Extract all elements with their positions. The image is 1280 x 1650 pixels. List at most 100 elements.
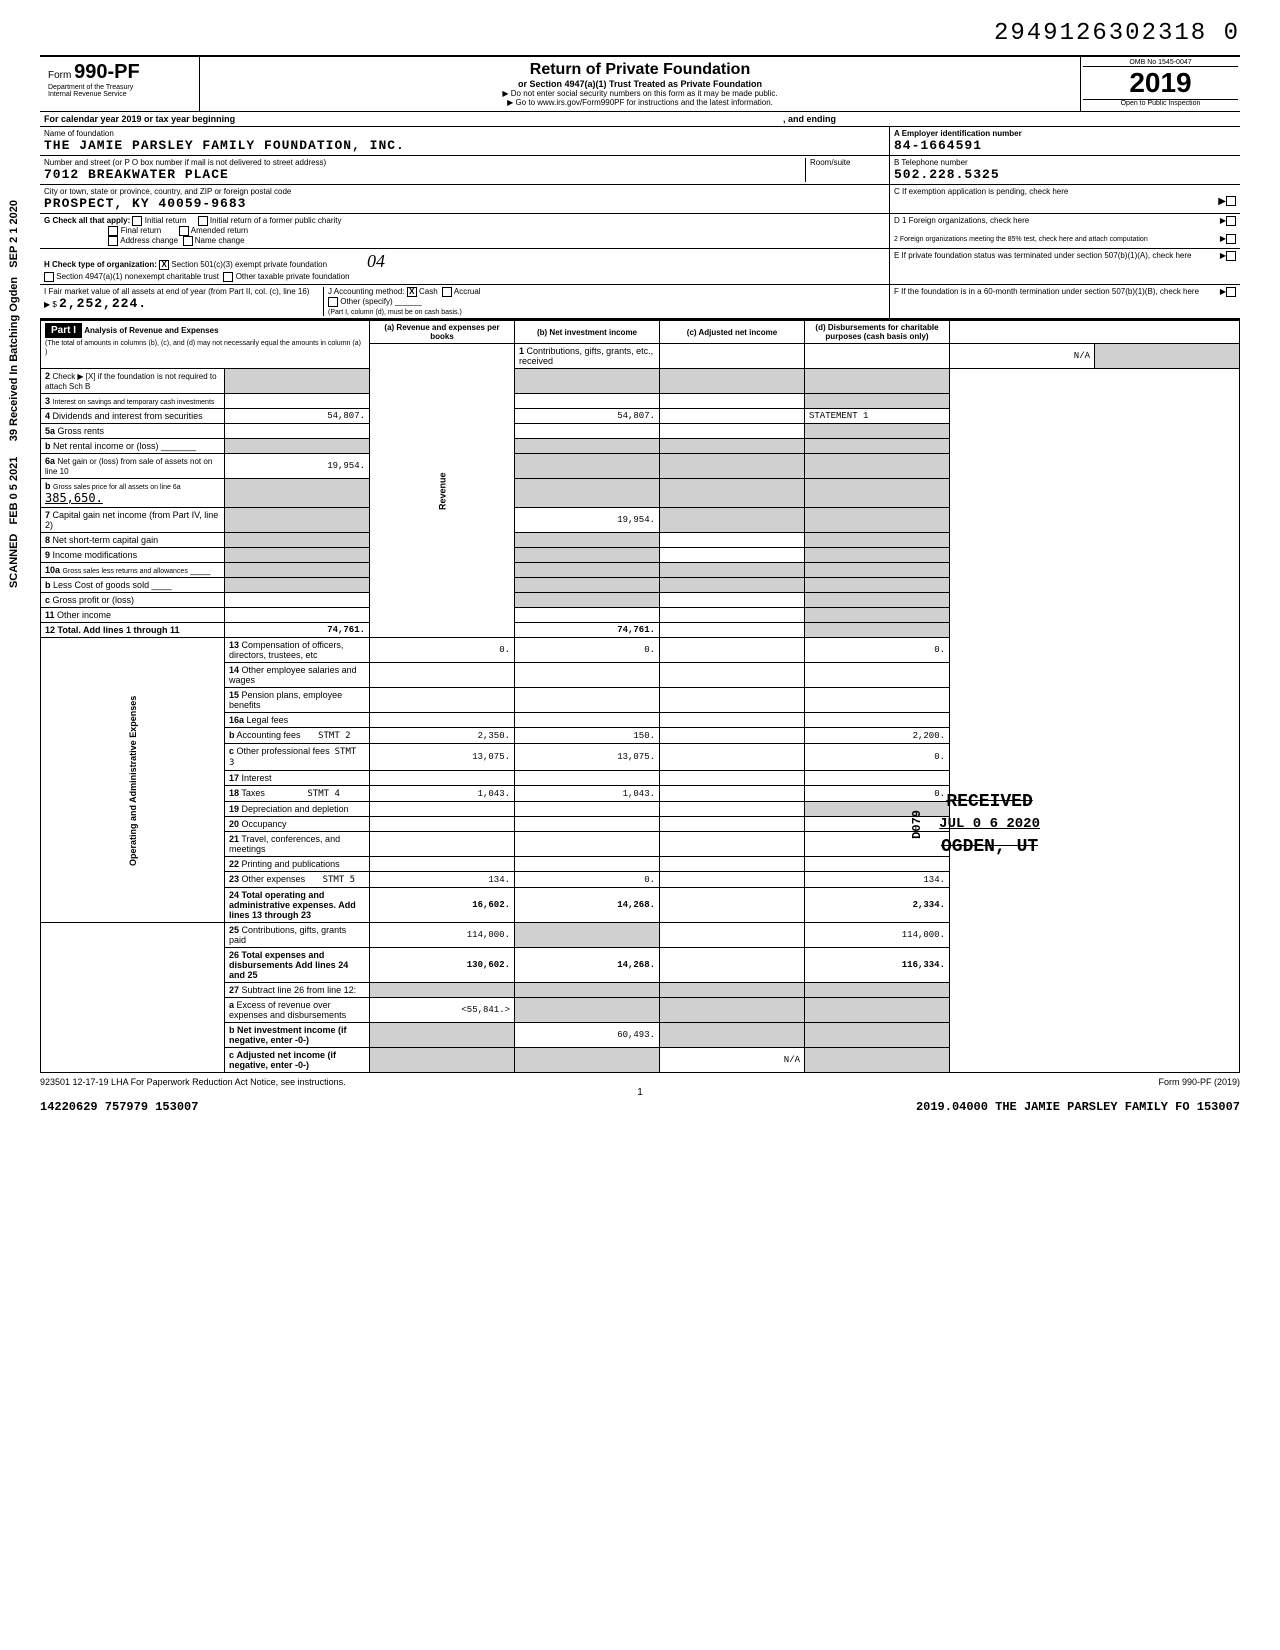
stamp-code: D079 xyxy=(909,810,926,839)
table-row: 12 Total. Add lines 1 through 1174,761.7… xyxy=(41,623,1240,638)
table-row: 25 Contributions, gifts, grants paid114,… xyxy=(41,923,1240,948)
address-checkbox[interactable] xyxy=(108,236,118,246)
col-b-header: (b) Net investment income xyxy=(515,321,660,344)
amended-checkbox[interactable] xyxy=(179,226,189,236)
initial-former-label: Initial return of a former public charit… xyxy=(210,216,342,225)
pending-label: C If exemption application is pending, c… xyxy=(894,187,1236,196)
pending-checkbox[interactable] xyxy=(1226,196,1236,206)
foundation-name: THE JAMIE PARSLEY FAMILY FOUNDATION, INC… xyxy=(44,138,885,153)
form-label: Form xyxy=(48,70,71,81)
instruction-1: ▶ Do not enter social security numbers o… xyxy=(204,89,1076,98)
table-row: 3 Interest on savings and temporary cash… xyxy=(41,394,1240,409)
d2-label: 2 Foreign organizations meeting the 85% … xyxy=(894,236,1148,243)
name-section: Name of foundation THE JAMIE PARSLEY FAM… xyxy=(40,127,1240,214)
cash-label: Cash xyxy=(419,287,438,296)
table-row: Operating and Administrative Expenses 13… xyxy=(41,638,1240,663)
ending-label: , and ending xyxy=(783,114,836,124)
accrual-label: Accrual xyxy=(454,287,481,296)
form-id-box: Form 990-PF Department of the Treasury I… xyxy=(40,57,200,111)
footer: 923501 12-17-19 LHA For Paperwork Reduct… xyxy=(40,1077,1240,1087)
h-501c3-checkbox[interactable]: X xyxy=(159,260,169,270)
table-row: 9 Income modifications xyxy=(41,548,1240,563)
col-a-header: (a) Revenue and expenses per books xyxy=(370,321,515,344)
bottom-left: 14220629 757979 153007 xyxy=(40,1100,198,1114)
j-label: J Accounting method: xyxy=(328,287,405,296)
initial-checkbox[interactable] xyxy=(132,216,142,226)
subtitle: or Section 4947(a)(1) Trust Treated as P… xyxy=(204,79,1076,89)
h-501c3-label: Section 501(c)(3) exempt private foundat… xyxy=(171,260,327,269)
initial-former-checkbox[interactable] xyxy=(198,216,208,226)
city-label: City or town, state or province, country… xyxy=(44,187,885,196)
received-text: RECEIVED xyxy=(939,790,1040,815)
received-loc: OGDEN, UT xyxy=(939,835,1040,860)
table-row: b Less Cost of goods sold ____ xyxy=(41,578,1240,593)
irs: Internal Revenue Service xyxy=(48,91,191,98)
form-number: 990-PF xyxy=(74,61,140,83)
cal-year-label: For calendar year 2019 or tax year begin… xyxy=(44,114,783,124)
city-state-zip: PROSPECT, KY 40059-9683 xyxy=(44,196,885,211)
side-stamps: SCANNED FEB 0 5 2021 39 Received In Batc… xyxy=(8,200,20,588)
bottom-right: 2019.04000 THE JAMIE PARSLEY FAMILY FO 1… xyxy=(916,1100,1240,1114)
received-stamp-side: 39 Received In Batching Ogden xyxy=(8,277,20,441)
f-label: F If the foundation is in a 60-month ter… xyxy=(894,287,1199,296)
i-label: I Fair market value of all assets at end… xyxy=(44,287,309,296)
handwritten-04: 04 xyxy=(367,251,385,271)
i-value: 2,252,224. xyxy=(59,296,147,311)
final-label: Final return xyxy=(121,226,161,235)
dept-treasury: Department of the Treasury xyxy=(48,84,191,91)
h-other-checkbox[interactable] xyxy=(223,272,233,282)
d1-checkbox[interactable] xyxy=(1226,216,1236,226)
table-row: 4 Dividends and interest from securities… xyxy=(41,409,1240,424)
revenue-section-label: Revenue xyxy=(370,344,515,638)
calendar-year-row: For calendar year 2019 or tax year begin… xyxy=(40,112,1240,127)
h-4947-label: Section 4947(a)(1) nonexempt charitable … xyxy=(56,272,219,281)
initial-label: Initial return xyxy=(145,216,187,225)
table-row: 5a Gross rents xyxy=(41,424,1240,439)
room-label: Room/suite xyxy=(810,158,885,167)
h-label: H Check type of organization: xyxy=(44,260,157,269)
table-row: 7 Capital gain net income (from Part IV,… xyxy=(41,508,1240,533)
phone-value: 502.228.5325 xyxy=(894,167,1236,182)
table-row: 6a Net gain or (loss) from sale of asset… xyxy=(41,454,1240,479)
amended-label: Amended return xyxy=(191,226,248,235)
table-row: 11 Other income xyxy=(41,608,1240,623)
f-checkbox[interactable] xyxy=(1226,287,1236,297)
table-row: 2 Check ▶ [X] if the foundation is not r… xyxy=(41,369,1240,394)
form-footer: Form 990-PF (2019) xyxy=(1158,1077,1240,1087)
date-stamp-2: FEB 0 5 2021 xyxy=(8,457,20,525)
received-date: JUL 0 6 2020 xyxy=(939,815,1040,835)
other-spec-label: Other (specify) xyxy=(340,297,392,306)
table-row: c Gross profit or (loss) xyxy=(41,593,1240,608)
e-checkbox[interactable] xyxy=(1226,251,1236,261)
cash-checkbox[interactable]: X xyxy=(407,287,417,297)
g-label: G Check all that apply: xyxy=(44,216,130,225)
foundation-name-label: Name of foundation xyxy=(44,129,885,138)
year-box: OMB No 1545-0047 2019 Open to Public Ins… xyxy=(1080,57,1240,111)
h-4947-checkbox[interactable] xyxy=(44,272,54,282)
accrual-checkbox[interactable] xyxy=(442,287,452,297)
ein-label: A Employer identification number xyxy=(894,129,1236,138)
bottom-line: 14220629 757979 153007 2019.04000 THE JA… xyxy=(40,1100,1240,1114)
e-label: E If private foundation status was termi… xyxy=(894,251,1191,260)
document-number: 2949126302318 0 xyxy=(40,20,1240,47)
table-row: b Net rental income or (loss) _______ xyxy=(41,439,1240,454)
name-change-checkbox[interactable] xyxy=(183,236,193,246)
date-stamp-1: SEP 2 1 2020 xyxy=(8,200,20,268)
part1-label: Part I xyxy=(45,323,82,338)
final-checkbox[interactable] xyxy=(108,226,118,236)
street-address: 7012 BREAKWATER PLACE xyxy=(44,167,805,182)
public-inspection: Open to Public Inspection xyxy=(1083,99,1238,107)
check-section-g: G Check all that apply: Initial return I… xyxy=(40,214,1240,249)
expenses-section-label: Operating and Administrative Expenses xyxy=(41,638,225,923)
check-section-ij: I Fair market value of all assets at end… xyxy=(40,285,1240,320)
check-section-h: H Check type of organization: X Section … xyxy=(40,249,1240,285)
col-d-header: (d) Disbursements for charitable purpose… xyxy=(805,321,950,344)
phone-label: B Telephone number xyxy=(894,158,1236,167)
other-spec-checkbox[interactable] xyxy=(328,297,338,307)
analysis-table: Part I Analysis of Revenue and Expenses … xyxy=(40,320,1240,1073)
table-row: b Gross sales price for all assets on li… xyxy=(41,479,1240,508)
received-stamp: RECEIVED D079 JUL 0 6 2020 OGDEN, UT xyxy=(939,790,1040,860)
d2-checkbox[interactable] xyxy=(1226,234,1236,244)
col-c-header: (c) Adjusted net income xyxy=(660,321,805,344)
street-label: Number and street (or P O box number if … xyxy=(44,158,805,167)
